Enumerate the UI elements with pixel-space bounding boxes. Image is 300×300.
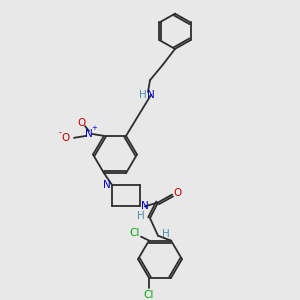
Text: O: O [62, 133, 70, 143]
Text: O: O [78, 118, 86, 128]
Text: H: H [137, 211, 145, 221]
Text: N: N [141, 201, 149, 212]
Text: O: O [173, 188, 181, 198]
Text: H: H [139, 90, 147, 100]
Text: H: H [162, 229, 170, 239]
Text: N: N [103, 180, 111, 190]
Text: N: N [147, 90, 155, 100]
Text: N: N [85, 129, 93, 139]
Text: Cl: Cl [144, 290, 154, 300]
Text: -: - [58, 128, 61, 137]
Text: Cl: Cl [130, 228, 140, 238]
Text: +: + [91, 125, 97, 131]
